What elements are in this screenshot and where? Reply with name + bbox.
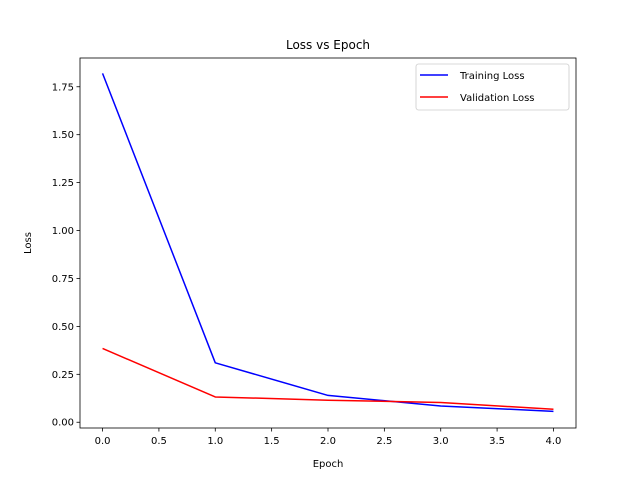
plot-frame bbox=[79, 57, 577, 429]
y-tick-label: 0.00 bbox=[52, 418, 74, 429]
legend-box bbox=[415, 63, 570, 111]
y-axis-label: Loss bbox=[23, 232, 34, 254]
x-tick-label: 4.0 bbox=[546, 436, 562, 447]
legend-label-validation-loss: Validation Loss bbox=[460, 93, 535, 104]
training-loss-line bbox=[101, 73, 554, 413]
x-tick-label: 0.5 bbox=[151, 436, 167, 447]
x-tick-label: 1.0 bbox=[207, 436, 223, 447]
x-tick-label: 3.0 bbox=[433, 436, 449, 447]
x-tick-label: 0.0 bbox=[95, 436, 111, 447]
x-tick-label: 3.5 bbox=[489, 436, 505, 447]
y-tick-label: 0.50 bbox=[52, 322, 74, 333]
x-tick-label: 2.0 bbox=[320, 436, 336, 447]
y-tick-label: 0.25 bbox=[52, 370, 74, 381]
x-axis-label: Epoch bbox=[313, 459, 344, 470]
legend: Training Loss Validation Loss bbox=[415, 63, 570, 111]
x-tick-label: 2.5 bbox=[376, 436, 392, 447]
y-tick-label: 1.25 bbox=[52, 178, 74, 189]
y-tick-label: 1.75 bbox=[52, 82, 74, 93]
chart-title: Loss vs Epoch bbox=[286, 38, 370, 52]
y-tick-label: 1.00 bbox=[52, 226, 74, 237]
y-tick-label: 0.75 bbox=[52, 274, 74, 285]
y-tick-label: 1.50 bbox=[52, 130, 74, 141]
validation-loss-line bbox=[102, 347, 554, 410]
legend-label-training-loss: Training Loss bbox=[459, 71, 525, 82]
x-tick-label: 1.5 bbox=[264, 436, 280, 447]
